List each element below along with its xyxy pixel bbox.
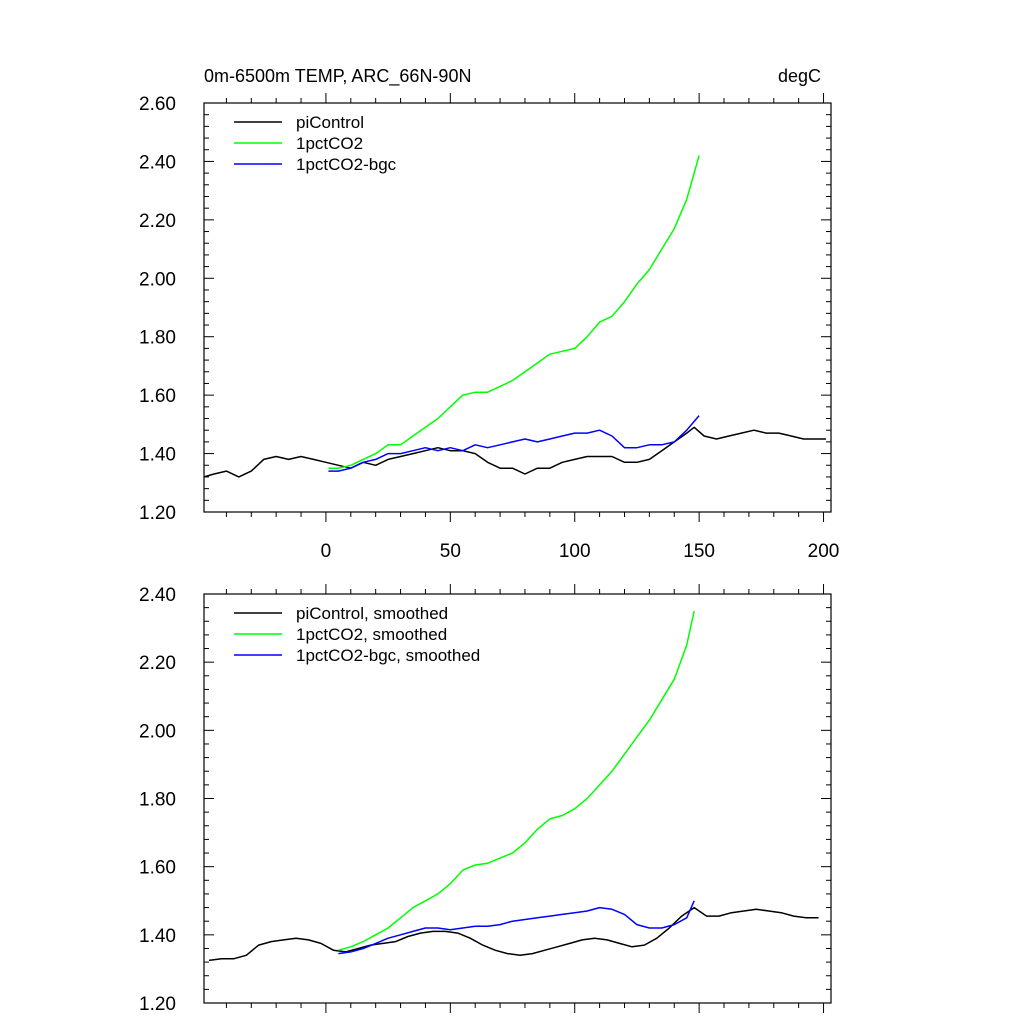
y-tick-label: 1.60 xyxy=(139,858,176,879)
series-line-1pctco2-bgc-smoothed xyxy=(338,900,695,955)
x-tick-label: 150 xyxy=(683,541,715,562)
y-tick-label: 1.60 xyxy=(139,386,176,407)
units-label: degC xyxy=(778,66,821,86)
legend-label: 1pctCO2 xyxy=(296,134,363,153)
legend-label: piControl xyxy=(296,113,364,132)
y-tick-label: 1.20 xyxy=(139,994,176,1015)
y-tick-label: 2.20 xyxy=(139,653,176,674)
series-line-1pctco2 xyxy=(328,155,700,469)
top-plot-area: 1.20 1.40 1.60 1.80 2.00 2.20 2.40 2.60 0 50 100 15… xyxy=(139,93,839,562)
x-tick-label: 0 xyxy=(321,541,332,562)
series-line-1pctco2-smoothed xyxy=(338,610,695,951)
plot-frame xyxy=(203,102,832,513)
chart-title: 0m-6500m TEMP, ARC_66N-90N xyxy=(204,66,471,87)
y-tick-label: 1.40 xyxy=(139,926,176,947)
y-tick-label: 1.80 xyxy=(139,328,176,349)
y-tick-label: 2.00 xyxy=(139,269,176,290)
legend-label: piControl, smoothed xyxy=(296,604,448,623)
y-tick-label: 2.20 xyxy=(139,211,176,232)
bottom-panel: 1.20 1.40 1.60 1.80 2.00 2.20 2.40 piControl, s… xyxy=(139,584,832,1015)
bottom-plot-area: 1.20 1.40 1.60 1.80 2.00 2.20 2.40 piControl, s… xyxy=(139,584,832,1015)
x-tick-label: 50 xyxy=(440,541,461,562)
legend-label: 1pctCO2, smoothed xyxy=(296,625,447,644)
y-tick-label: 1.80 xyxy=(139,790,176,811)
x-tick-label: 100 xyxy=(559,541,591,562)
legend-label: 1pctCO2-bgc xyxy=(296,155,397,174)
y-tick-label: 2.40 xyxy=(139,585,176,606)
legend-label: 1pctCO2-bgc, smoothed xyxy=(296,646,480,665)
y-tick-label: 2.60 xyxy=(139,94,176,115)
series-line-picontrol-smoothed xyxy=(208,906,819,962)
y-tick-label: 2.40 xyxy=(139,152,176,173)
y-tick-label: 1.20 xyxy=(139,503,176,524)
top-panel: 0m-6500m TEMP, ARC_66N-90N degC 1.20 1.40… xyxy=(139,66,839,562)
series-line-picontrol xyxy=(204,426,826,478)
y-tick-label: 2.00 xyxy=(139,721,176,742)
series-line-1pctco2-bgc xyxy=(328,415,700,472)
x-tick-label: 200 xyxy=(808,541,840,562)
y-tick-label: 1.40 xyxy=(139,445,176,466)
